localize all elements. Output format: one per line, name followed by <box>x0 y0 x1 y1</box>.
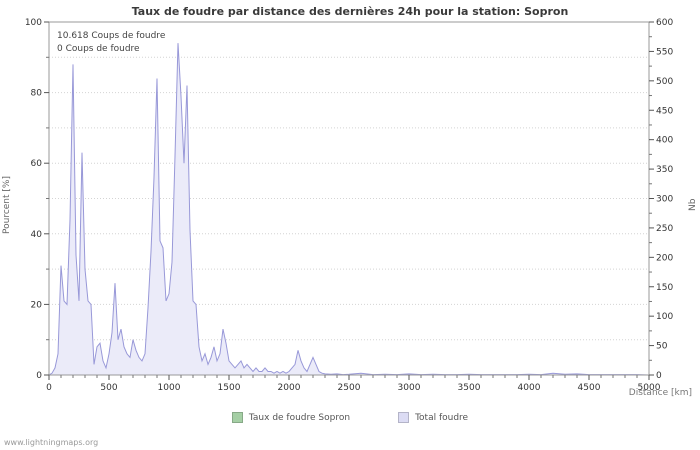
svg-text:3500: 3500 <box>458 383 481 393</box>
svg-text:60: 60 <box>31 159 43 169</box>
svg-text:1500: 1500 <box>218 383 241 393</box>
svg-text:550: 550 <box>656 47 673 57</box>
svg-text:150: 150 <box>656 283 673 293</box>
svg-text:20: 20 <box>31 300 43 310</box>
legend-item: Total foudre <box>398 412 468 423</box>
svg-text:2500: 2500 <box>338 383 361 393</box>
svg-text:500: 500 <box>656 77 673 87</box>
svg-text:4000: 4000 <box>518 383 541 393</box>
chart-title: Taux de foudre par distance des dernière… <box>131 5 569 18</box>
svg-text:250: 250 <box>656 224 673 234</box>
svg-text:100: 100 <box>656 312 673 322</box>
svg-text:0: 0 <box>656 371 662 381</box>
svg-text:0: 0 <box>46 383 52 393</box>
svg-text:400: 400 <box>656 136 673 146</box>
svg-text:3000: 3000 <box>398 383 421 393</box>
svg-text:50: 50 <box>656 342 668 352</box>
svg-text:300: 300 <box>656 195 673 205</box>
strike-count-annotation: 10.618 Coups de foudre 0 Coups de foudre <box>57 30 165 56</box>
svg-text:500: 500 <box>100 383 117 393</box>
svg-text:2000: 2000 <box>278 383 301 393</box>
svg-text:4500: 4500 <box>578 383 601 393</box>
svg-text:450: 450 <box>656 106 673 116</box>
footer-site-link[interactable]: www.lightningmaps.org <box>4 438 99 447</box>
y-axis-left-label: Pourcent [%] <box>2 176 12 234</box>
svg-text:350: 350 <box>656 165 673 175</box>
legend-swatch <box>398 412 410 423</box>
legend-item-label: Taux de foudre Sopron <box>248 412 351 423</box>
legend-item-label: Total foudre <box>415 412 469 423</box>
legend: Taux de foudre Sopron Total foudre <box>0 412 700 423</box>
svg-text:0: 0 <box>36 371 42 381</box>
svg-text:100: 100 <box>25 18 42 28</box>
svg-text:600: 600 <box>656 18 673 28</box>
total-strike-count: 10.618 Coups de foudre <box>57 31 166 41</box>
legend-item: Taux de foudre Sopron <box>231 412 351 423</box>
svg-text:200: 200 <box>656 253 673 263</box>
svg-text:1000: 1000 <box>158 383 181 393</box>
y-axis-right-label: Nb <box>688 198 698 212</box>
legend-swatch <box>231 412 243 423</box>
svg-text:40: 40 <box>31 230 43 240</box>
svg-text:80: 80 <box>31 89 43 99</box>
svg-text:5000: 5000 <box>638 383 661 393</box>
x-axis-label: Distance [km] <box>628 388 692 398</box>
station-strike-count: 0 Coups de foudre <box>57 44 140 54</box>
